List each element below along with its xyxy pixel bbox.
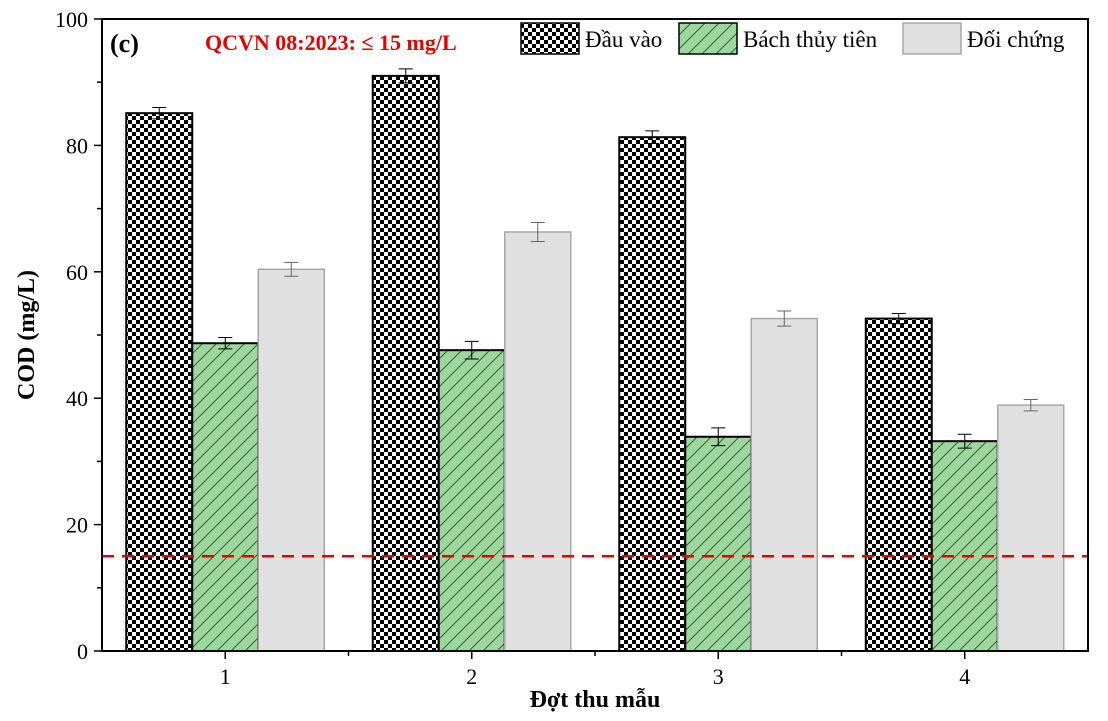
bar-solid-4 [997, 404, 1065, 652]
legend-swatch-solid [902, 22, 962, 55]
error-bar [1023, 398, 1038, 412]
error-bar [645, 130, 660, 145]
bar-checker-1 [125, 112, 194, 652]
bar-solid-2 [504, 231, 572, 652]
legend-label: Đầu vào [585, 27, 662, 52]
y-tick-label: 80 [66, 133, 88, 158]
error-bar [218, 337, 233, 350]
panel-label: (c) [110, 29, 139, 58]
legend-swatch-checker [520, 22, 580, 55]
legend-label: Bách thủy tiên [743, 27, 878, 52]
bar-checker-3 [618, 136, 687, 652]
y-tick-label: 0 [77, 639, 88, 664]
x-tick-label: 3 [713, 664, 724, 689]
y-tick-label: 20 [66, 513, 88, 538]
error-bar [711, 427, 726, 447]
y-tick-label: 100 [55, 7, 88, 32]
x-axis-label: Đợt thu mẫu [530, 687, 661, 713]
x-tick-label: 2 [466, 664, 477, 689]
error-bar [957, 433, 972, 449]
x-tick-label: 4 [959, 664, 970, 689]
error-bar [152, 106, 167, 120]
bar-solid-1 [257, 268, 325, 652]
bar-hatch-3 [684, 435, 753, 653]
bar-solid-3 [750, 317, 818, 652]
error-bar [464, 340, 479, 360]
error-bar [530, 222, 545, 242]
error-bar [891, 313, 906, 325]
legend: Đầu vào Bách thủy tiên Đối chứng [520, 22, 1065, 55]
error-bar [398, 68, 413, 84]
legend-label: Đối chứng [967, 27, 1065, 52]
bar-hatch-2 [437, 349, 506, 652]
x-tick-label: 1 [220, 664, 231, 689]
y-tick-label: 40 [66, 386, 88, 411]
bar-checker-2 [371, 74, 440, 652]
error-bar [284, 261, 299, 277]
y-axis-label: COD (mg/L) [14, 270, 40, 400]
bar-checker-4 [864, 317, 933, 652]
error-bar [777, 310, 792, 327]
bar-hatch-1 [191, 342, 260, 652]
legend-swatch-hatch [678, 22, 738, 55]
y-tick-label: 60 [66, 260, 88, 285]
bar-hatch-4 [930, 440, 999, 652]
threshold-annotation: QCVN 08:2023: ≤ 15 mg/L [205, 30, 457, 55]
